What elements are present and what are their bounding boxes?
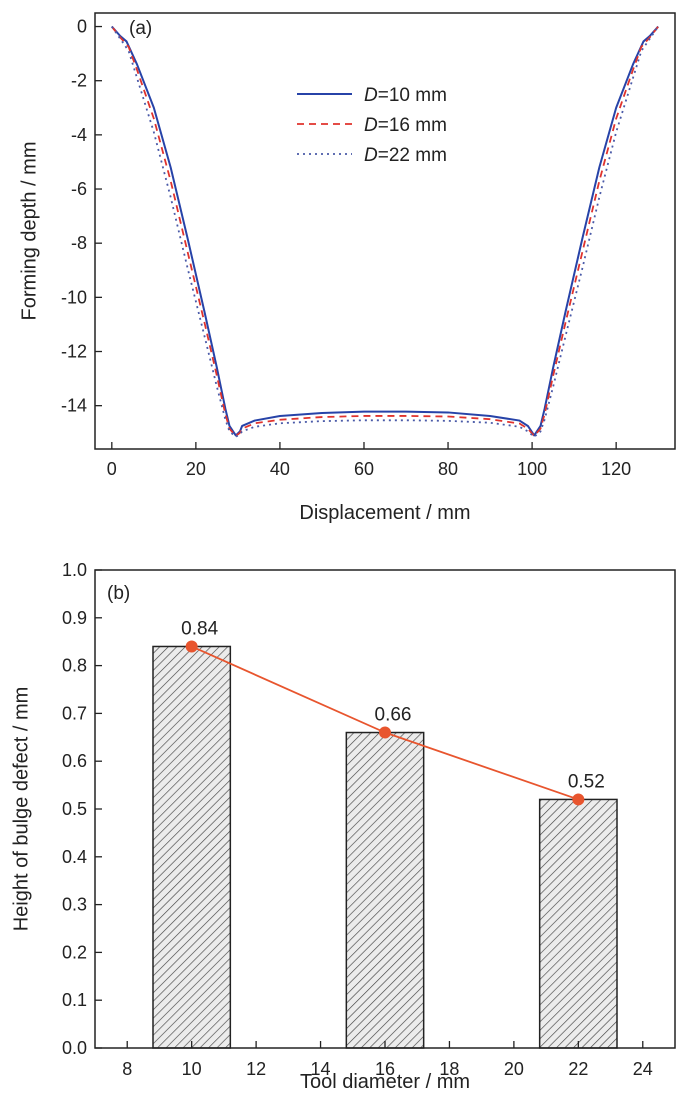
panel-a-x-tick-label: 40 — [270, 459, 290, 479]
panel-b-x-tick-label: 22 — [568, 1059, 588, 1079]
panel-a-x-tick-label: 60 — [354, 459, 374, 479]
panel-a-x-tick-label: 80 — [438, 459, 458, 479]
panel-a-y-tick-label: 0 — [77, 17, 87, 37]
panel-b-bar-16 — [345, 731, 425, 1049]
panel-a-y-axis-title: Forming depth / mm — [18, 142, 40, 321]
panel-b-y-tick-label: 0.1 — [62, 990, 87, 1010]
panel-a-x-tick-label: 20 — [186, 459, 206, 479]
panel-b-value-label-16: 0.66 — [375, 705, 412, 726]
panel-b-x-axis-title: Tool diameter / mm — [300, 1071, 470, 1093]
panel-b-x-tick-label: 24 — [633, 1059, 653, 1079]
panel-b-bars — [152, 645, 618, 1049]
panel-b-x-tick-label: 8 — [122, 1059, 132, 1079]
panel-b-y-tick-label: 0.5 — [62, 799, 87, 819]
panel-b-y-tick-label: 0.8 — [62, 656, 87, 676]
panel-a-series-line-1 — [111, 25, 659, 437]
panel-b-trend-marker-10 — [185, 640, 198, 653]
panel-b-x-tick-label: 10 — [182, 1059, 202, 1079]
panel-b-bar-10 — [152, 645, 232, 1049]
panel-a-legend-label-1: D=10 mm — [364, 85, 447, 106]
panel-a-x-axis-title: Displacement / mm — [299, 502, 470, 524]
panel-b-x-tick-label: 18 — [439, 1059, 459, 1079]
panel-a-y-tick-label: -4 — [71, 125, 87, 145]
panel-a-label: (a) — [129, 18, 152, 39]
panel-b-axis-ticks: 8 10 12 14 16 18 20 22 24 0.0 0.1 0.2 0.3 0.4 0.5 0.6 0.… — [62, 560, 653, 1079]
panel-b-y-tick-label: 0.9 — [62, 608, 87, 628]
panel-a-x-tick-label: 0 — [107, 459, 117, 479]
panel-b-y-tick-label: 0.0 — [62, 1038, 87, 1058]
panel-a-series-line-2 — [111, 25, 659, 437]
panel-b-value-label-10: 0.84 — [181, 618, 218, 639]
panel-b-x-tick-label: 14 — [311, 1059, 331, 1079]
panel-b-label: (b) — [107, 583, 130, 604]
panel-b-y-tick-label: 0.2 — [62, 942, 87, 962]
panel-a-y-tick-label: -10 — [61, 287, 87, 307]
panel-a-y-tick-label: -14 — [61, 396, 87, 416]
panel-b-y-axis-title: Height of bulge defect / mm — [10, 687, 32, 932]
panel-a-y-tick-label: -6 — [71, 179, 87, 199]
panel-b-y-tick-label: 0.3 — [62, 895, 87, 915]
panel-b-x-tick-label: 16 — [375, 1059, 395, 1079]
panel-b-y-tick-label: 0.4 — [62, 847, 87, 867]
panel-a-legend: D=10 mm D=16 mm D=22 mm — [297, 85, 447, 166]
panel-a-legend-label-2: D=16 mm — [364, 115, 447, 136]
panel-a-series-group — [111, 25, 659, 438]
panel-b-y-tick-label: 0.6 — [62, 751, 87, 771]
panel-a-y-tick-label: -2 — [71, 71, 87, 91]
panel-a-plot-frame — [94, 12, 676, 450]
panel-b-value-labels: 0.84 0.66 0.52 — [181, 618, 605, 792]
panel-a-legend-label-3: D=22 mm — [364, 145, 447, 166]
panel-a-y-tick-label: -12 — [61, 342, 87, 362]
panel-b-trend-line — [185, 640, 585, 806]
panel-a-y-tick-label: -8 — [71, 233, 87, 253]
panel-b-trend-marker-16 — [379, 726, 391, 739]
panel-b-x-tick-label: 20 — [504, 1059, 524, 1079]
panel-b-y-tick-label: 1.0 — [62, 560, 87, 580]
panel-a-axis-ticks: 0 20 40 60 80 100 120 0 -2 -4 -6 -8 -10 -12 -14 — [61, 17, 631, 479]
panel-b-value-label-22: 0.52 — [568, 771, 605, 792]
panel-a-x-tick-label: 120 — [601, 459, 631, 479]
panel-a-x-tick-label: 100 — [517, 459, 547, 479]
panel-b-trend-marker-22 — [572, 793, 585, 806]
panel-b-bar-chart: 8 10 12 14 16 18 20 22 24 0.0 0.1 0.2 0.3 0.4 0.5 0.6 0.… — [10, 560, 676, 1093]
panel-b-y-tick-label: 0.7 — [62, 703, 87, 723]
panel-a-line-chart: 0 20 40 60 80 100 120 0 -2 -4 -6 -8 -10 -12 -14 (a) Di… — [18, 12, 676, 524]
panel-b-x-tick-label: 12 — [246, 1059, 266, 1079]
panel-b-bar-22 — [538, 798, 618, 1049]
